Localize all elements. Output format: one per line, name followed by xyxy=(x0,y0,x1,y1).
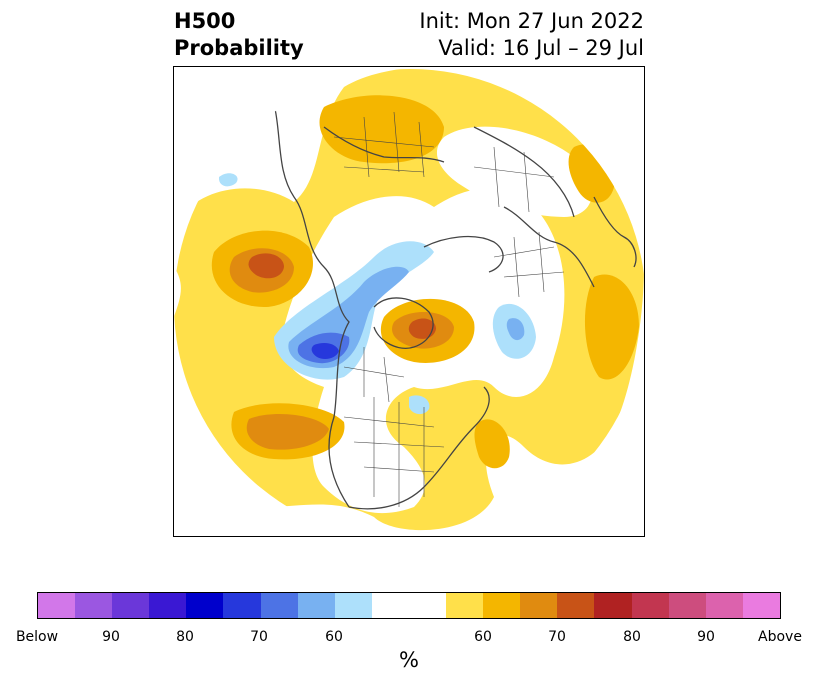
above-70-core-pacific xyxy=(246,414,329,450)
colorbar-segment xyxy=(557,593,595,618)
colorbar-segment xyxy=(223,593,261,618)
colorbar-tick-label: 90 xyxy=(102,629,120,645)
colorbar-tick-label: 90 xyxy=(697,629,715,645)
colorbar-tick-label: 80 xyxy=(176,629,194,645)
colorbar-segment xyxy=(260,593,298,618)
valid-period: Valid: 16 Jul – 29 Jul xyxy=(438,36,644,60)
below-60-region-small xyxy=(218,173,238,187)
map-dates: Init: Mon 27 Jun 2022 Valid: 16 Jul – 29… xyxy=(419,8,644,62)
above-80-core-arctic xyxy=(408,318,436,339)
title-type: Probability xyxy=(174,36,304,60)
colorbar-segment xyxy=(446,593,484,618)
colorbar-segment xyxy=(483,593,521,618)
init-date: Init: Mon 27 Jun 2022 xyxy=(419,9,644,33)
map-title: H500 Probability xyxy=(174,8,304,62)
colorbar-segment xyxy=(631,593,669,618)
colorbar-segment xyxy=(668,593,706,618)
above-60-core-atlantic xyxy=(474,419,510,469)
colorbar-segment xyxy=(742,593,780,618)
above-60-core-north xyxy=(319,95,444,164)
colorbar-segment xyxy=(594,593,632,618)
borders xyxy=(333,111,565,507)
colorbar xyxy=(37,592,781,619)
above-60-core-asia-east xyxy=(584,274,639,380)
title-variable: H500 xyxy=(174,9,236,33)
colorbar-tick-label: 70 xyxy=(250,629,268,645)
colorbar-segment xyxy=(38,593,76,618)
probability-map xyxy=(173,66,645,537)
coastlines xyxy=(268,86,637,510)
colorbar-segment xyxy=(371,593,409,618)
colorbar-tick-label: 60 xyxy=(325,629,343,645)
colorbar-label: % xyxy=(399,648,419,672)
colorbar-tick-label: Above xyxy=(758,629,802,645)
colorbar-segment xyxy=(520,593,558,618)
colorbar-tick-label: 70 xyxy=(548,629,566,645)
colorbar-segment xyxy=(705,593,743,618)
colorbar-segment xyxy=(334,593,372,618)
colorbar-segment xyxy=(112,593,150,618)
colorbar-tick-label: 60 xyxy=(474,629,492,645)
below-60-region-canada xyxy=(409,395,430,415)
colorbar-segment xyxy=(75,593,113,618)
below-70-region-europe xyxy=(506,318,525,341)
colorbar-segment xyxy=(408,593,447,618)
colorbar-segment xyxy=(149,593,187,618)
map-graphic xyxy=(174,69,644,531)
above-80-core-west xyxy=(248,253,284,279)
colorbar-segment xyxy=(186,593,224,618)
colorbar-tick-label: 80 xyxy=(623,629,641,645)
below-90-region xyxy=(311,343,339,359)
colorbar-segment xyxy=(297,593,335,618)
colorbar-tick-label: Below xyxy=(15,629,59,645)
